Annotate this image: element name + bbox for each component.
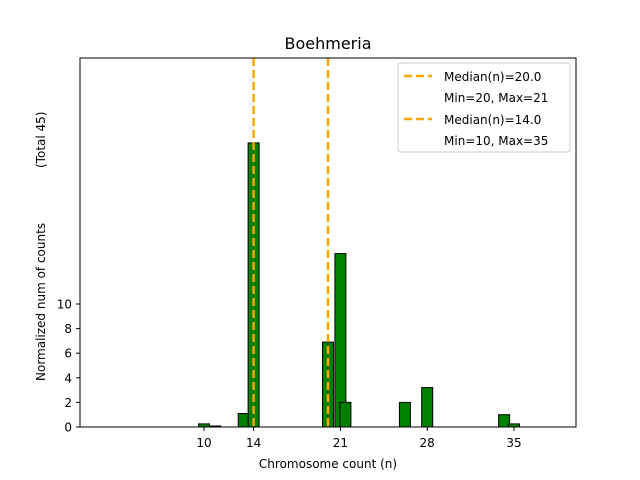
chart-title: Boehmeria [284, 34, 371, 53]
y-axis-ticks: 0 2 4 6 8 10 [57, 298, 80, 435]
x-axis-ticks: 10 14 21 28 35 [196, 427, 522, 450]
legend-range-label-1: Min=20, Max=21 [444, 91, 548, 105]
legend-box [397, 62, 571, 153]
x-tick-label-28: 28 [420, 436, 435, 450]
y-tick-label-6: 6 [64, 347, 72, 361]
bar-series-1-5 [398, 401, 411, 428]
x-tick-label-35: 35 [506, 436, 521, 450]
bar-series-1-4 [334, 253, 347, 428]
y-tick-label-10: 10 [57, 298, 72, 312]
bar-series-2-3 [339, 401, 352, 428]
y-tick-label-2: 2 [64, 396, 72, 410]
legend-median-label-1: Median(n)=20.0 [444, 70, 541, 84]
x-tick-label-21: 21 [333, 436, 348, 450]
x-axis-label: Chromosome count (n) [259, 457, 397, 471]
y-tick-label-8: 8 [64, 322, 72, 336]
legend: Median(n)=20.0 Min=20, Max=21 Median(n)=… [397, 62, 571, 153]
legend-range-label-2: Min=10, Max=35 [444, 134, 548, 148]
y-tick-label-4: 4 [64, 371, 72, 385]
y-axis-total-note: (Total 45) [34, 112, 48, 168]
x-tick-label-14: 14 [246, 436, 261, 450]
legend-median-label-2: Median(n)=14.0 [444, 113, 541, 127]
bar-series-1-7 [498, 414, 511, 428]
bar-series-1-6 [421, 387, 434, 428]
plot-frame [79, 57, 577, 428]
y-axis-label: Normalized num of counts [34, 223, 48, 381]
median-lines-layer [252, 58, 330, 427]
bar-series-1-1 [237, 413, 250, 428]
x-tick-label-10: 10 [196, 436, 211, 450]
y-tick-label-0: 0 [64, 421, 72, 435]
